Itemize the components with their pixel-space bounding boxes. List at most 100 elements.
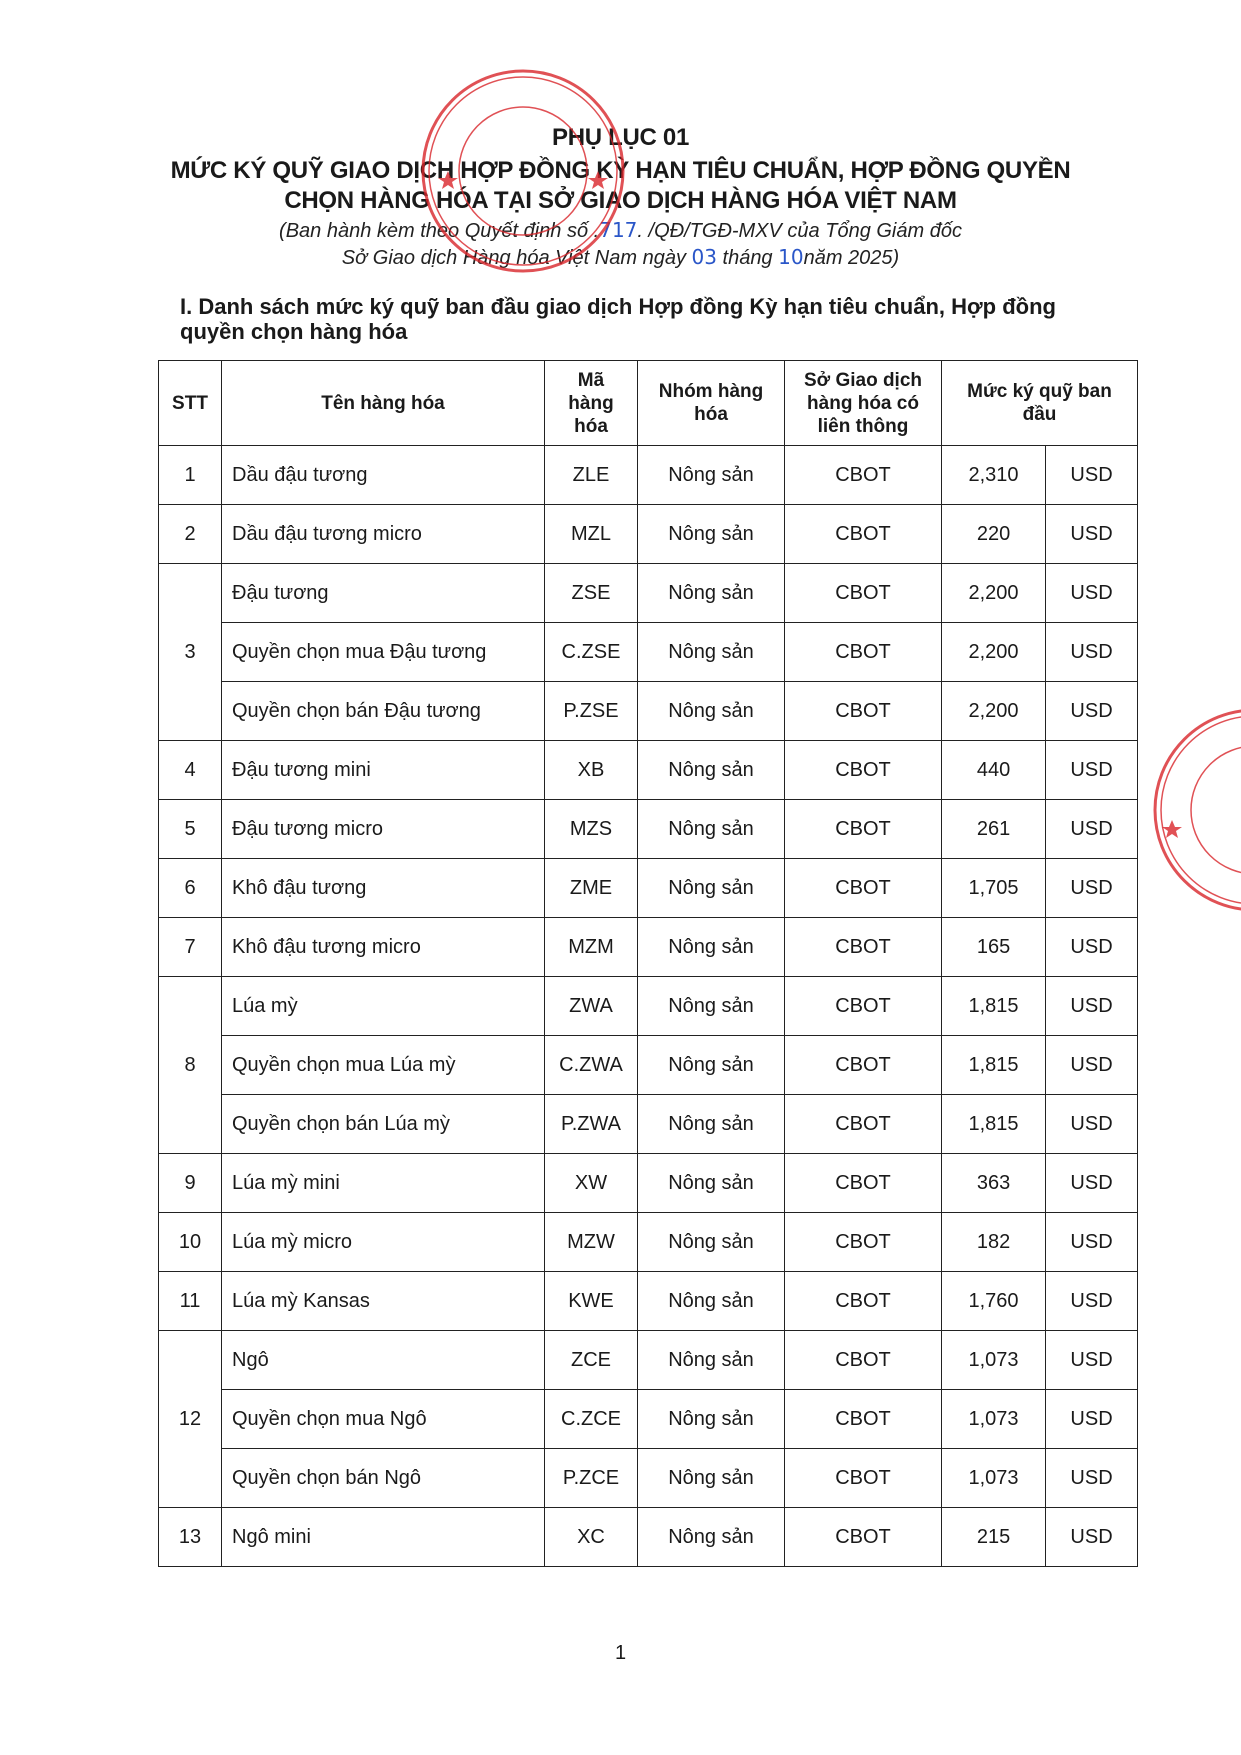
cell-currency: USD: [1045, 1448, 1138, 1508]
cell-exchange: CBOT: [784, 1035, 942, 1095]
cell-code: P.ZCE: [544, 1448, 638, 1508]
table-row: 4 Đậu tương mini XB Nông sản CBOT 440 USD: [158, 740, 1138, 800]
cell-stt: 9: [158, 1153, 222, 1213]
cell-group: Nông sản: [637, 1330, 785, 1390]
cell-group: Nông sản: [637, 1094, 785, 1154]
cell-group: Nông sản: [637, 445, 785, 505]
cell-name: Lúa mỳ mini: [221, 1153, 545, 1213]
cell-exchange: CBOT: [784, 622, 942, 682]
cell-margin: 363: [940, 1153, 1047, 1213]
cell-margin: 1,073: [940, 1330, 1047, 1390]
cell-name: Đậu tương mini: [221, 740, 545, 800]
cell-name: Quyền chọn mua Ngô: [221, 1389, 545, 1449]
cell-code: XC: [544, 1507, 638, 1567]
cell-group: Nông sản: [637, 1507, 785, 1567]
header-name: Tên hàng hóa: [221, 360, 545, 446]
cell-margin: 1,760: [940, 1271, 1047, 1331]
cell-stt: 4: [158, 740, 222, 800]
table-row: Quyền chọn bán Đậu tương P.ZSE Nông sản CBO…: [159, 681, 1138, 741]
cell-stt: 3: [158, 563, 222, 741]
cell-margin: 2,200: [940, 563, 1047, 623]
cell-currency: USD: [1045, 976, 1138, 1036]
cell-exchange: CBOT: [784, 681, 942, 741]
issued-suffix: . /QĐ/TGĐ-MXV của Tổng Giám đốc: [637, 220, 962, 242]
cell-margin: 2,200: [940, 622, 1047, 682]
table-row: Quyền chọn mua Ngô C.ZCE Nông sản CBOT 1,073…: [159, 1389, 1138, 1449]
cell-group: Nông sản: [637, 504, 785, 564]
cell-code: ZCE: [544, 1330, 638, 1390]
cell-exchange: CBOT: [784, 1271, 942, 1331]
cell-name: Đậu tương: [221, 563, 545, 623]
cell-exchange: CBOT: [784, 1153, 942, 1213]
issued-line-1: (Ban hành kèm theo Quyết định số .717. /…: [0, 218, 1241, 243]
cell-group: Nông sản: [637, 740, 785, 800]
cell-margin: 165: [940, 917, 1047, 977]
cell-stt: 13: [158, 1507, 222, 1567]
cell-group: Nông sản: [637, 681, 785, 741]
cell-code: C.ZSE: [544, 622, 638, 682]
cell-group: Nông sản: [637, 858, 785, 918]
cell-code: ZSE: [544, 563, 638, 623]
cell-exchange: CBOT: [784, 1094, 942, 1154]
cell-exchange: CBOT: [784, 976, 942, 1036]
cell-group: Nông sản: [637, 1035, 785, 1095]
title-line-2: CHỌN HÀNG HÓA TẠI SỞ GIAO DỊCH HÀNG HÓA …: [284, 187, 957, 214]
cell-margin: 1,073: [940, 1448, 1047, 1508]
table-row: 3 Đậu tương ZSE Nông sản CBOT 2,200 USD: [158, 563, 1138, 741]
day: 03: [691, 245, 717, 269]
cell-currency: USD: [1045, 563, 1138, 623]
cell-name: Lúa mỳ Kansas: [221, 1271, 545, 1331]
table-row: 6 Khô đậu tương ZME Nông sản CBOT 1,705 USD: [158, 858, 1138, 918]
cell-margin: 182: [940, 1212, 1047, 1272]
cell-name: Ngô: [221, 1330, 545, 1390]
header-code: Mã hàng hóa: [544, 360, 638, 446]
cell-currency: USD: [1045, 917, 1138, 977]
table-row: Quyền chọn bán Lúa mỳ P.ZWA Nông sản CBOT 1,…: [159, 1094, 1138, 1154]
table-row: Quyền chọn bán Ngô P.ZCE Nông sản CBOT 1,073…: [159, 1448, 1138, 1508]
year-text: năm 2025): [803, 247, 900, 269]
header-exchange: Sở Giao dịch hàng hóa có liên thông: [784, 360, 942, 446]
cell-exchange: CBOT: [784, 563, 942, 623]
cell-currency: USD: [1045, 1212, 1138, 1272]
table-row: 5 Đậu tương micro MZS Nông sản CBOT 261 USD: [158, 799, 1138, 859]
cell-name: Đậu tương micro: [221, 799, 545, 859]
cell-code: ZME: [544, 858, 638, 918]
cell-exchange: CBOT: [784, 799, 942, 859]
cell-currency: USD: [1045, 799, 1138, 859]
table-row: 8 Lúa mỳ ZWA Nông sản CBOT 1,815 USD: [158, 976, 1138, 1154]
cell-name: Dầu đậu tương micro: [221, 504, 545, 564]
header-margin: Mức ký quỹ ban đầu: [941, 360, 1138, 446]
cell-exchange: CBOT: [784, 1389, 942, 1449]
cell-stt: 6: [158, 858, 222, 918]
cell-margin: 1,815: [940, 1094, 1047, 1154]
cell-group: Nông sản: [637, 563, 785, 623]
cell-group: Nông sản: [637, 1212, 785, 1272]
cell-margin: 1,705: [940, 858, 1047, 918]
cell-currency: USD: [1045, 1271, 1138, 1331]
cell-margin: 1,073: [940, 1389, 1047, 1449]
table-row: 11 Lúa mỳ Kansas KWE Nông sản CBOT 1,760 USD: [158, 1271, 1138, 1331]
cell-code: XW: [544, 1153, 638, 1213]
cell-group: Nông sản: [637, 1448, 785, 1508]
cell-code: MZS: [544, 799, 638, 859]
table-row: 10 Lúa mỳ micro MZW Nông sản CBOT 182 USD: [158, 1212, 1138, 1272]
cell-code: C.ZCE: [544, 1389, 638, 1449]
appendix-label: PHỤ LỤC 01: [551, 124, 690, 151]
cell-currency: USD: [1045, 681, 1138, 741]
table-row: 7 Khô đậu tương micro MZM Nông sản CBOT 165 US…: [158, 917, 1138, 977]
table-row: 2 Dầu đậu tương micro MZL Nông sản CBOT 220 US…: [158, 504, 1138, 564]
cell-code: MZL: [544, 504, 638, 564]
cell-code: C.ZWA: [544, 1035, 638, 1095]
cell-group: Nông sản: [637, 622, 785, 682]
cell-exchange: CBOT: [784, 917, 942, 977]
cell-name: Quyền chọn bán Đậu tương: [221, 681, 545, 741]
cell-currency: USD: [1045, 858, 1138, 918]
cell-exchange: CBOT: [784, 1212, 942, 1272]
table-row: 9 Lúa mỳ mini XW Nông sản CBOT 363 USD: [158, 1153, 1138, 1213]
cell-currency: USD: [1045, 1507, 1138, 1567]
cell-exchange: CBOT: [784, 1507, 942, 1567]
cell-code: MZW: [544, 1212, 638, 1272]
cell-code: MZM: [544, 917, 638, 977]
title-line-1: MỨC KÝ QUỸ GIAO DỊCH HỢP ĐỒNG KỲ HẠN TIÊ…: [170, 157, 1071, 184]
cell-exchange: CBOT: [784, 858, 942, 918]
